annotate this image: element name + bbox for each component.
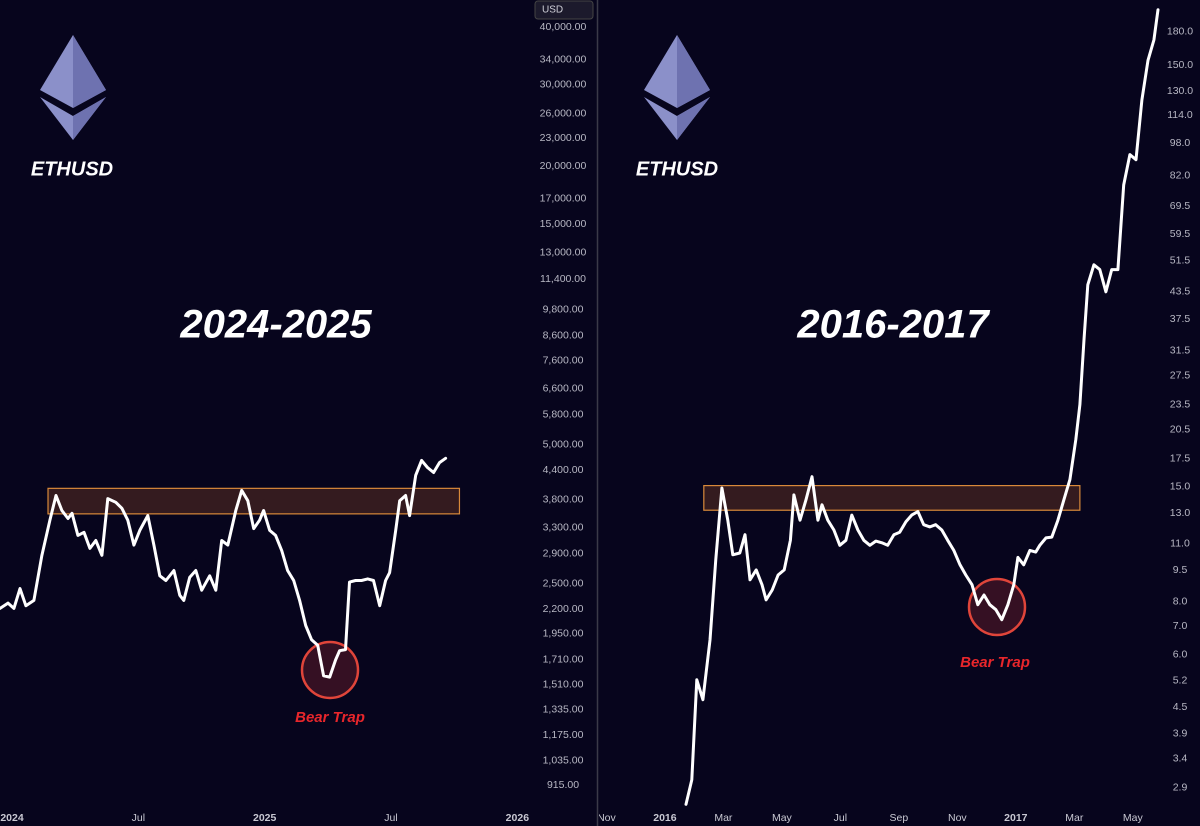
y-tick-label: 23.5 — [1170, 398, 1191, 410]
y-tick-label: 3.4 — [1173, 752, 1188, 764]
y-tick-label: 1,710.00 — [543, 654, 584, 666]
y-tick-label: 2,200.00 — [543, 603, 584, 615]
x-tick-label: 2024 — [0, 812, 24, 824]
y-tick-label: 7,600.00 — [543, 354, 584, 366]
resistance-zone — [703, 484, 1081, 511]
bear-trap-circle — [300, 640, 360, 700]
x-tick-label: Mar — [1065, 812, 1084, 824]
y-tick-label: 17.5 — [1170, 452, 1191, 464]
y-tick-label: 1,175.00 — [543, 729, 584, 741]
y-tick-label: 1,950.00 — [543, 627, 584, 639]
y-tick-label: 3,300.00 — [543, 522, 584, 534]
panel-left: ETHUSD 2024-2025 Bear Trap USD 2024 Jul 20… — [0, 0, 594, 824]
x-tick-label: 2026 — [506, 812, 530, 824]
x-tick-label: May — [772, 812, 793, 824]
y-tick-label: 1,335.00 — [543, 703, 584, 715]
y-tick-label: 23,000.00 — [540, 132, 587, 144]
y-tick-label: 8,600.00 — [543, 329, 584, 341]
symbol: ETHUSD — [636, 158, 718, 180]
x-tick-label: Sep — [890, 812, 909, 824]
chart-title: 2024-2025 — [179, 303, 372, 347]
annotation: Bear Trap — [960, 654, 1030, 671]
y-tick-label: 6.0 — [1173, 648, 1188, 660]
y-tick-label: 6,600.00 — [543, 383, 584, 395]
y-tick-label: 69.5 — [1170, 200, 1191, 212]
y-tick-label: 3.9 — [1173, 727, 1188, 739]
eth-logo — [40, 35, 106, 140]
symbol: ETHUSD — [31, 158, 113, 180]
currency: USD — [542, 5, 563, 16]
y-tick-label: 130.0 — [1167, 85, 1193, 97]
y-tick-label: 4.5 — [1173, 701, 1188, 713]
y-tick-label: 3,800.00 — [543, 493, 584, 505]
y-tick-label: 2.9 — [1173, 782, 1188, 794]
y-tick-label: 59.5 — [1170, 228, 1191, 240]
y-tick-label: 34,000.00 — [540, 54, 587, 66]
x-tick-label: Jul — [132, 812, 145, 824]
y-tick-label: 98.0 — [1170, 137, 1191, 149]
x-tick-label: 2016 — [653, 812, 677, 824]
x-tick-label: 2025 — [253, 812, 277, 824]
x-tick-label: Jul — [834, 812, 847, 824]
bear-trap-circle — [967, 577, 1027, 637]
y-tick-label: 4,400.00 — [543, 464, 584, 476]
x-tick-label: Nov — [597, 812, 616, 824]
y-tick-label: 20.5 — [1170, 423, 1191, 435]
y-tick-label: 2,500.00 — [543, 577, 584, 589]
y-tick-label: 9,800.00 — [543, 303, 584, 315]
y-tick-label: 40,000.00 — [540, 21, 587, 33]
y-tick-label: 915.00 — [547, 779, 579, 791]
y-tick-label: 26,000.00 — [540, 107, 587, 119]
y-tick-label: 51.5 — [1170, 255, 1191, 267]
y-tick-label: 9.5 — [1173, 564, 1188, 576]
eth-logo — [644, 35, 710, 140]
y-tick-label: 1,510.00 — [543, 679, 584, 691]
y-tick-label: 31.5 — [1170, 345, 1191, 357]
currency-box — [534, 0, 594, 20]
x-tick-label: Jul — [384, 812, 397, 824]
y-tick-label: 1,035.00 — [543, 754, 584, 766]
y-tick-label: 13,000.00 — [540, 247, 587, 259]
x-tick-label: Mar — [714, 812, 733, 824]
y-tick-label: 15.0 — [1170, 481, 1191, 493]
y-tick-label: 11.0 — [1170, 537, 1190, 549]
y-tick-label: 43.5 — [1170, 286, 1191, 298]
price-line — [0, 456, 448, 679]
y-tick-label: 7.0 — [1173, 620, 1188, 632]
y-tick-label: 150.0 — [1167, 59, 1193, 71]
x-tick-label: May — [1123, 812, 1144, 824]
panel-right: ETHUSD 2016-2017 Bear Trap Nov 2016 Mar May… — [597, 8, 1160, 824]
x-tick-label: 2017 — [1004, 812, 1028, 824]
y-tick-label: 13.0 — [1170, 507, 1191, 519]
y-tick-label: 11,400.00 — [540, 273, 586, 285]
annotation: Bear Trap — [295, 709, 365, 726]
y-tick-label: 2,900.00 — [543, 548, 584, 560]
y-tick-label: 27.5 — [1170, 370, 1191, 382]
y-tick-label: 8.0 — [1173, 596, 1188, 608]
y-tick-label: 5,000.00 — [543, 438, 584, 450]
y-tick-label: 37.5 — [1170, 313, 1191, 325]
y-tick-label: 17,000.00 — [540, 193, 587, 205]
x-tick-label: Nov — [948, 812, 967, 824]
y-tick-label: 180.0 — [1167, 25, 1193, 37]
y-tick-label: 5.2 — [1173, 675, 1188, 687]
price-line — [684, 8, 1160, 806]
y-tick-label: 5,800.00 — [543, 409, 584, 421]
y-tick-label: 82.0 — [1170, 169, 1191, 181]
chart-title: 2016-2017 — [796, 303, 990, 347]
y-tick-label: 20,000.00 — [540, 160, 587, 172]
y-tick-label: 30,000.00 — [540, 79, 587, 91]
y-tick-label: 114.0 — [1167, 109, 1193, 121]
y-tick-label: 15,000.00 — [540, 218, 587, 230]
